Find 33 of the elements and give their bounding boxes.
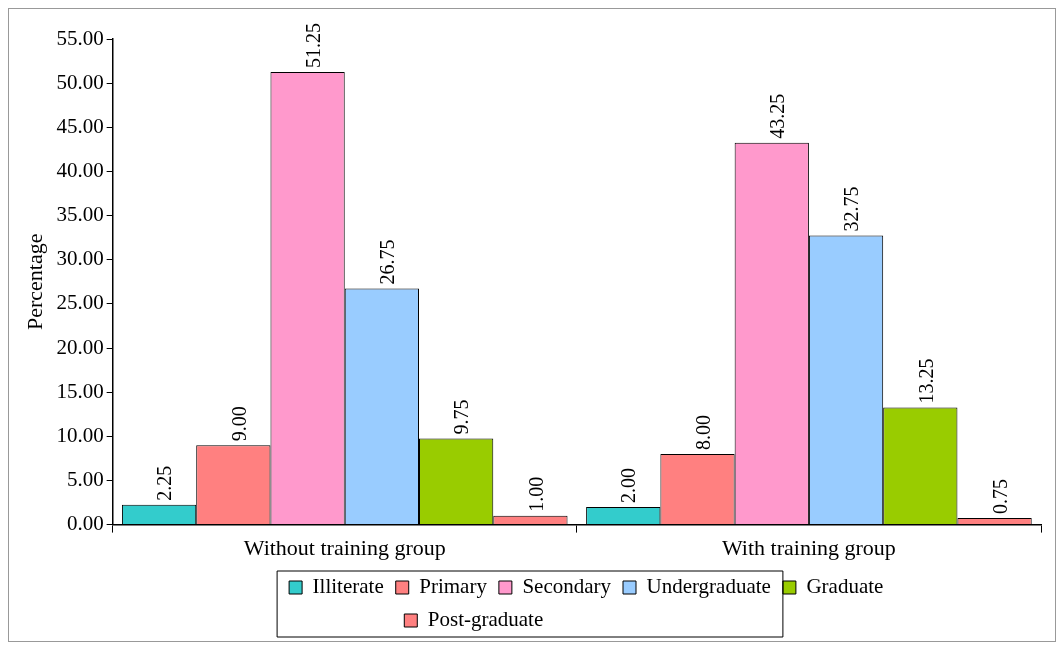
data-label: 0.75 (988, 478, 1011, 514)
y-tick-label: 50.00 (56, 69, 104, 94)
legend-label: Secondary (522, 574, 612, 599)
data-label: 13.25 (914, 358, 937, 404)
y-tick-label: 15.00 (56, 378, 104, 403)
x-tick-label: With training group (721, 534, 896, 560)
y-tick-label: 35.00 (56, 202, 104, 227)
y-tick-label: 0.00 (66, 511, 104, 536)
data-label: 2.25 (153, 465, 176, 501)
data-label: 26.75 (376, 239, 399, 285)
y-tick-label: 40.00 (56, 157, 104, 182)
data-label: 9.00 (227, 406, 250, 442)
legend-label: Illiterate (312, 574, 384, 599)
data-label: 43.25 (766, 93, 789, 139)
y-tick-label: 55.00 (56, 25, 104, 50)
x-tick-label: Without training group (243, 534, 446, 560)
data-label: 51.25 (301, 23, 324, 69)
y-tick-label: 5.00 (66, 466, 104, 491)
y-tick-label: 25.00 (56, 290, 104, 315)
data-label: 8.00 (691, 414, 714, 450)
y-tick-label: 45.00 (56, 113, 104, 138)
legend-label: Undergraduate (646, 574, 771, 599)
data-label: 2.00 (617, 467, 640, 503)
y-tick-label: 30.00 (56, 246, 104, 271)
y-tick-label: 20.00 (56, 334, 104, 359)
data-label: 32.75 (840, 186, 863, 232)
y-tick-label: 10.00 (56, 422, 104, 447)
legend-label: Primary (419, 574, 488, 599)
data-label: 9.75 (450, 399, 473, 435)
y-axis-title: Percentage (21, 233, 47, 331)
legend-label: Post-graduate (427, 607, 544, 632)
data-label: 1.00 (524, 476, 547, 512)
legend-label: Graduate (806, 574, 884, 599)
